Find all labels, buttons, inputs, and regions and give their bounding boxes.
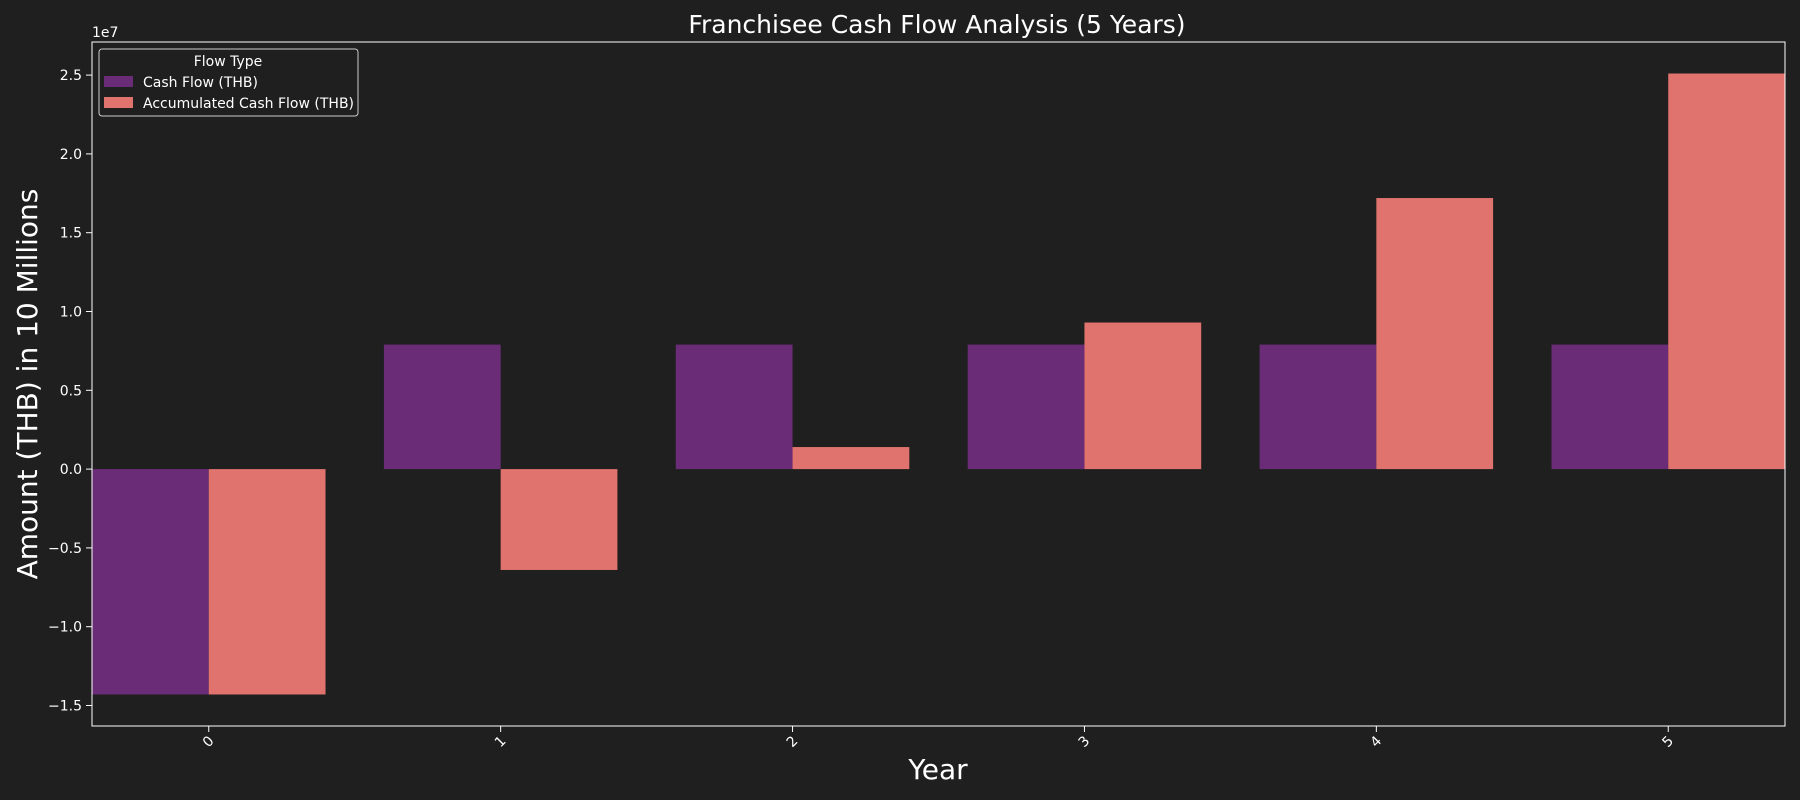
bar-cash-flow-year-3 xyxy=(967,344,1085,470)
bar-cash-flow-year-0 xyxy=(92,469,209,695)
legend-label-accumulated-cash-flow: Accumulated Cash Flow (THB) xyxy=(143,96,354,112)
chart-title: Franchisee Cash Flow Analysis (5 Years) xyxy=(688,10,1185,39)
y-tick-label: −1.0 xyxy=(48,620,82,636)
y-tick-label: −1.5 xyxy=(48,699,82,715)
legend-box xyxy=(98,48,359,117)
y-axis-offset-label: 1e7 xyxy=(92,25,118,41)
bar-cash-flow-year-5 xyxy=(1551,344,1669,470)
y-tick-label: −0.5 xyxy=(48,541,82,557)
legend: Flow Type Cash Flow (THB) Accumulated Ca… xyxy=(98,48,359,117)
y-tick-label: 2.0 xyxy=(60,147,82,163)
bar-accumulated-cash-flow-year-2 xyxy=(792,447,910,470)
y-tick-label: 2.5 xyxy=(60,68,82,84)
bar-cash-flow-year-2 xyxy=(675,344,793,470)
y-tick-label: 0.0 xyxy=(60,462,82,478)
bar-accumulated-cash-flow-year-0 xyxy=(208,469,326,695)
bar-accumulated-cash-flow-year-1 xyxy=(500,469,618,570)
bar-accumulated-cash-flow-year-3 xyxy=(1084,322,1202,470)
y-tick-label: 1.5 xyxy=(60,226,82,242)
y-tick-label: 0.5 xyxy=(60,383,82,399)
bar-accumulated-cash-flow-year-4 xyxy=(1376,198,1494,470)
y-axis: −1.5 −1.0 −0.5 0.0 0.5 1.0 1.5 2.0 2.5 xyxy=(48,68,92,715)
legend-title: Flow Type xyxy=(194,54,263,70)
y-tick-label: 1.0 xyxy=(60,305,82,321)
legend-swatch-cash-flow xyxy=(104,76,133,87)
bar-cash-flow-year-1 xyxy=(383,344,501,470)
legend-swatch-accumulated-cash-flow xyxy=(104,97,133,108)
bars-group xyxy=(92,73,1785,695)
y-axis-label: Amount (THB) in 10 Millions xyxy=(11,189,44,580)
bar-accumulated-cash-flow-year-5 xyxy=(1668,73,1785,470)
legend-label-cash-flow: Cash Flow (THB) xyxy=(143,75,258,91)
bar-cash-flow-year-4 xyxy=(1259,344,1377,470)
plot-frame xyxy=(91,41,1786,727)
x-axis-label: Year xyxy=(907,753,968,786)
